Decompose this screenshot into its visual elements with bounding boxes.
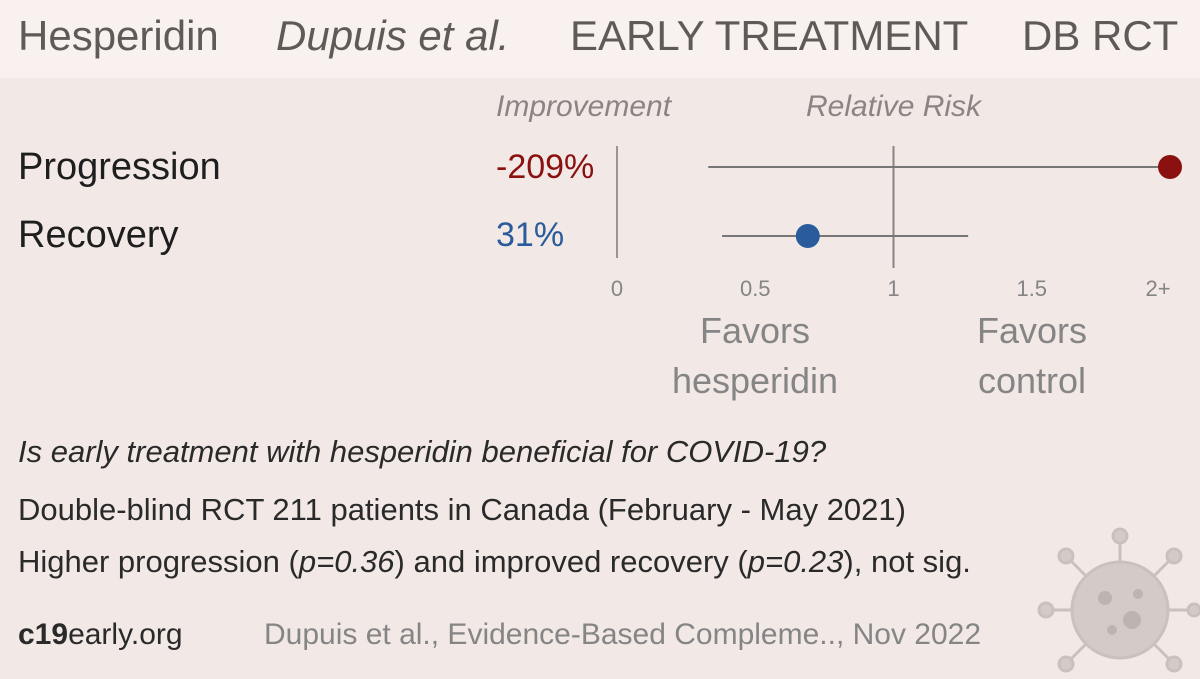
header-bar: Hesperidin Dupuis et al. EARLY TREATMENT… — [0, 0, 1200, 78]
site-logo-rest: early.org — [68, 618, 183, 651]
summary-design-line: Double-blind RCT 211 patients in Canada … — [18, 492, 906, 527]
favors-control-line1: Favors — [976, 310, 1088, 351]
improvement-value-recovery: 31% — [496, 216, 565, 254]
x-tick-label: 2+ — [1145, 276, 1170, 301]
relative-risk-column-header: Relative Risk — [806, 90, 982, 123]
improvement-value-progression: -209% — [496, 148, 595, 186]
progression-p-value: p=0.36 — [298, 544, 395, 579]
outcome-label-progression: Progression — [18, 146, 221, 188]
author-title: Dupuis et al. — [276, 12, 510, 59]
point-estimate-recovery — [795, 224, 820, 248]
favors-treatment-line1: Favors — [699, 310, 811, 351]
x-tick-label: 0.5 — [740, 276, 771, 301]
virus-watermark-icon — [1037, 527, 1200, 673]
improvement-column-header: Improvement — [496, 90, 672, 123]
design-title: DB RCT — [1022, 12, 1179, 59]
site-logo-bold: c19 — [18, 618, 69, 651]
favors-treatment-label: Favors hesperidin — [635, 306, 875, 406]
favors-control-label: Favors control — [912, 306, 1152, 406]
forest-plot: 0 0.5 1 1.5 2+ — [611, 146, 1182, 301]
results-text-c: ), not sig. — [843, 544, 971, 579]
recovery-p-value: p=0.23 — [747, 544, 844, 579]
x-tick-label: 1 — [887, 276, 899, 301]
drug-title: Hesperidin — [18, 12, 219, 59]
point-estimate-progression — [1158, 155, 1182, 179]
citation: Dupuis et al., Evidence-Based Compleme..… — [264, 618, 982, 651]
site-logo[interactable]: c19early.org — [18, 618, 183, 652]
summary-question: Is early treatment with hesperidin benef… — [18, 434, 827, 469]
stage-title: EARLY TREATMENT — [570, 12, 969, 59]
results-text-b: ) and improved recovery ( — [394, 544, 748, 579]
outcome-label-recovery: Recovery — [18, 214, 179, 256]
x-tick-label: 1.5 — [1016, 276, 1047, 301]
favors-treatment-line2: hesperidin — [671, 360, 839, 401]
x-tick-label: 0 — [611, 276, 623, 301]
favors-control-line2: control — [977, 360, 1087, 401]
summary-results-line: Higher progression (p=0.36) and improved… — [18, 544, 971, 580]
results-text-a: Higher progression ( — [18, 544, 299, 579]
